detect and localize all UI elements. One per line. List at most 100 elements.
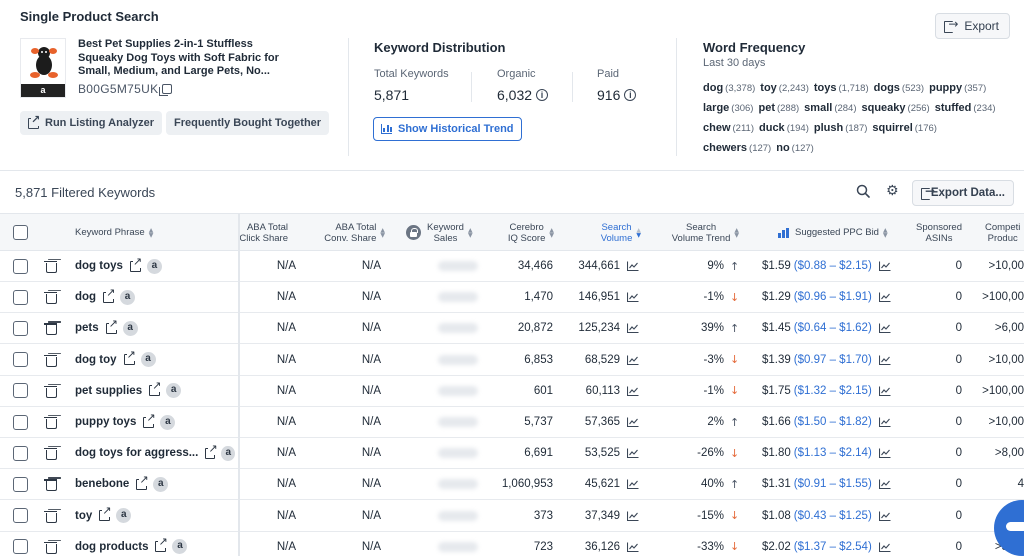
export-data-button[interactable]: Export Data... xyxy=(912,180,1014,206)
col-sponsored-asins[interactable]: Sponsored ASINs xyxy=(905,214,962,251)
table-row[interactable]: dog toys a N/A N/A 34,466 344,661 9% ↑ $… xyxy=(0,251,1024,282)
amazon-icon[interactable]: a xyxy=(120,289,136,305)
trend-chart-icon[interactable] xyxy=(878,323,891,334)
col-aba-conv-share[interactable]: ABA Total Conv. Share ▲ ▼ xyxy=(305,214,385,251)
external-link-icon[interactable] xyxy=(155,535,168,553)
word-frequency-item[interactable]: dog (3,378) xyxy=(703,82,755,94)
trash-icon[interactable] xyxy=(44,541,57,554)
trash-icon[interactable] xyxy=(44,291,57,305)
copy-icon[interactable] xyxy=(159,84,173,96)
keyword-phrase[interactable]: toy xyxy=(75,509,93,522)
keyword-phrase[interactable]: puppy toys xyxy=(75,416,137,428)
table-row[interactable]: pets a N/A N/A 20,872 125,234 39% ↑ $1.4… xyxy=(0,313,1024,345)
trend-chart-icon[interactable] xyxy=(627,511,639,521)
word-frequency-item[interactable]: no (127) xyxy=(776,142,814,154)
trend-chart-icon[interactable] xyxy=(627,355,639,365)
word-frequency-item[interactable]: puppy (357) xyxy=(929,82,986,94)
gear-icon[interactable]: ⚙ xyxy=(886,183,899,199)
trend-chart-icon[interactable] xyxy=(878,511,891,521)
word-frequency-item[interactable]: squirrel (176) xyxy=(872,122,937,134)
word-frequency-item[interactable]: toys (1,718) xyxy=(814,82,869,94)
frequently-bought-together-button[interactable]: Frequently Bought Together xyxy=(166,111,330,135)
external-link-icon[interactable] xyxy=(99,504,112,522)
amazon-icon[interactable]: a xyxy=(116,508,132,524)
word-frequency-item[interactable]: toy (2,243) xyxy=(760,82,809,94)
amazon-icon[interactable]: a xyxy=(160,414,176,430)
col-aba-click-share[interactable]: ABA Total Click Share xyxy=(238,214,288,251)
keyword-phrase[interactable]: dog toys for aggress... xyxy=(75,447,199,460)
table-row[interactable]: dog a N/A N/A 1,470 146,951 -1% ↓ $1.29 … xyxy=(0,282,1024,314)
keyword-phrase[interactable]: dog xyxy=(75,291,97,304)
table-row[interactable]: pet supplies a N/A N/A 601 60,113 -1% ↓ … xyxy=(0,376,1024,407)
trash-icon[interactable] xyxy=(44,447,57,461)
trend-chart-icon[interactable] xyxy=(627,323,639,334)
row-checkbox[interactable] xyxy=(13,258,28,274)
amazon-icon[interactable]: a xyxy=(140,352,156,368)
info-icon[interactable]: i xyxy=(624,89,637,101)
external-link-icon[interactable] xyxy=(143,410,156,428)
trend-chart-icon[interactable] xyxy=(878,355,891,365)
trend-chart-icon[interactable] xyxy=(878,292,891,303)
keyword-phrase[interactable]: benebone xyxy=(75,478,130,491)
table-row[interactable]: toy a N/A N/A 373 37,349 -15% ↓ $1.08 ($… xyxy=(0,501,1024,532)
trend-chart-icon[interactable] xyxy=(627,261,639,271)
row-checkbox[interactable] xyxy=(13,476,28,492)
word-frequency-item[interactable]: chewers (127) xyxy=(703,142,771,154)
row-checkbox[interactable] xyxy=(13,289,28,305)
trash-icon[interactable] xyxy=(44,510,57,523)
trend-chart-icon[interactable] xyxy=(878,479,891,490)
trend-chart-icon[interactable] xyxy=(878,448,891,459)
row-checkbox[interactable] xyxy=(13,352,28,368)
word-frequency-item[interactable]: squeaky (256) xyxy=(862,102,930,114)
info-icon[interactable]: i xyxy=(536,89,549,101)
trash-icon[interactable] xyxy=(44,354,57,367)
word-frequency-item[interactable]: stuffed (234) xyxy=(935,102,996,114)
word-frequency-item[interactable]: chew (211) xyxy=(703,122,754,134)
trend-chart-icon[interactable] xyxy=(627,417,639,427)
table-row[interactable]: dog products a N/A N/A 723 36,126 -33% ↓… xyxy=(0,532,1024,556)
external-link-icon[interactable] xyxy=(123,348,136,366)
select-all-checkbox[interactable] xyxy=(13,225,28,240)
trend-chart-icon[interactable] xyxy=(878,386,891,396)
trend-chart-icon[interactable] xyxy=(627,479,639,490)
amazon-icon[interactable]: a xyxy=(122,320,138,336)
word-frequency-item[interactable]: pet (288) xyxy=(758,102,799,114)
trash-icon[interactable] xyxy=(44,260,57,273)
run-listing-analyzer-button[interactable]: Run Listing Analyzer xyxy=(20,111,162,135)
trend-chart-icon[interactable] xyxy=(878,261,891,271)
col-cerebro-iq[interactable]: Cerebro IQ Score ▲ ▼ xyxy=(494,214,554,251)
trend-chart-icon[interactable] xyxy=(878,542,891,552)
trash-icon[interactable] xyxy=(44,322,57,336)
amazon-icon[interactable]: a xyxy=(146,258,162,274)
amazon-icon[interactable]: a xyxy=(153,476,169,492)
table-row[interactable]: puppy toys a N/A N/A 5,737 57,365 2% ↑ $… xyxy=(0,407,1024,438)
word-frequency-item[interactable]: duck (194) xyxy=(759,122,809,134)
word-frequency-item[interactable]: large (306) xyxy=(703,102,753,114)
row-checkbox[interactable] xyxy=(13,383,28,399)
row-checkbox[interactable] xyxy=(13,320,28,336)
col-competing-products[interactable]: Competi Produc xyxy=(985,214,1024,251)
row-checkbox[interactable] xyxy=(13,539,28,555)
show-historical-trend-button[interactable]: Show Historical Trend xyxy=(373,117,522,141)
row-checkbox[interactable] xyxy=(13,414,28,430)
external-link-icon[interactable] xyxy=(136,472,149,490)
external-link-icon[interactable] xyxy=(105,316,118,334)
keyword-phrase[interactable]: dog toys xyxy=(75,260,123,272)
col-suggested-ppc-bid[interactable]: Suggested PPC Bid ▲ ▼ xyxy=(778,214,898,251)
external-link-icon[interactable] xyxy=(129,254,143,272)
export-button[interactable]: Export xyxy=(935,13,1010,39)
amazon-icon[interactable]: a xyxy=(166,383,182,399)
word-frequency-item[interactable]: dogs (523) xyxy=(874,82,924,94)
keyword-phrase[interactable]: pet supplies xyxy=(75,384,143,397)
trend-chart-icon[interactable] xyxy=(627,448,639,459)
amazon-icon[interactable]: a xyxy=(221,445,235,461)
table-row[interactable]: benebone a N/A N/A 1,060,953 45,621 40% … xyxy=(0,469,1024,501)
amazon-icon[interactable]: a xyxy=(172,539,188,555)
external-link-icon[interactable] xyxy=(149,379,162,397)
keyword-phrase[interactable]: pets xyxy=(75,322,99,335)
row-checkbox[interactable] xyxy=(13,508,28,524)
table-row[interactable]: dog toy a N/A N/A 6,853 68,529 -3% ↓ $1.… xyxy=(0,345,1024,376)
search-icon[interactable] xyxy=(856,184,870,198)
trash-icon[interactable] xyxy=(44,385,57,398)
word-frequency-item[interactable]: small (284) xyxy=(804,102,856,114)
